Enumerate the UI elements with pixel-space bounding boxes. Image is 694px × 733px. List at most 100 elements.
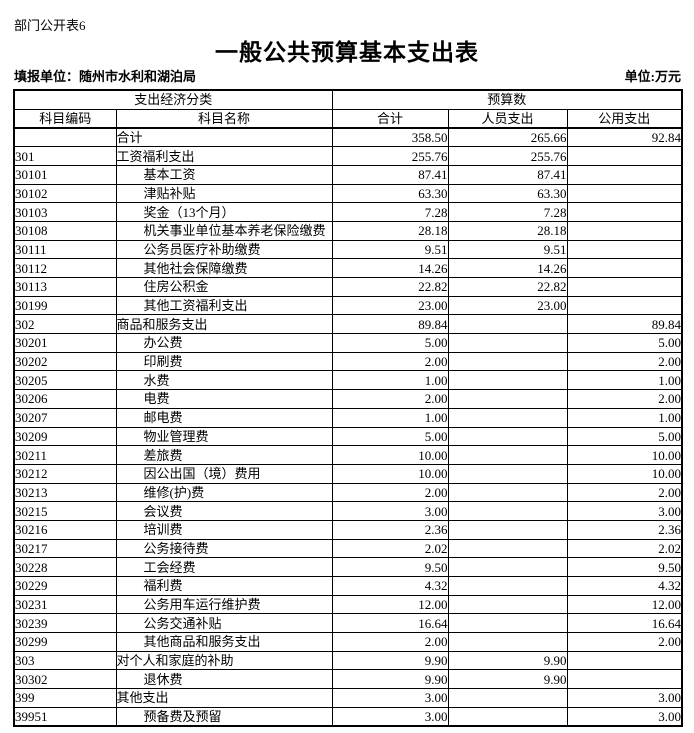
total-cell: 89.84 <box>331 314 449 335</box>
code-cell: 30206 <box>13 389 117 409</box>
header-budget-group: 预算数 <box>331 89 683 110</box>
total-cell: 2.00 <box>331 632 449 652</box>
table-row: 合计 358.50 265.66 92.84 <box>13 127 683 148</box>
code-cell: 39951 <box>13 706 117 727</box>
name-cell: 公务接待费 <box>115 538 333 559</box>
name-cell: 因公出国（境）费用 <box>115 463 333 484</box>
name-cell: 津贴补贴 <box>115 183 333 204</box>
name-cell: 培训费 <box>115 519 333 540</box>
name-cell: 退休费 <box>115 669 333 690</box>
table-row: 302 商品和服务支出 89.84 89.84 <box>13 314 683 335</box>
total-cell: 5.00 <box>331 426 449 447</box>
personnel-cell <box>447 519 568 540</box>
total-cell: 2.00 <box>331 389 449 409</box>
total-cell: 10.00 <box>331 463 449 484</box>
table-header: 支出经济分类 预算数 科目编码 科目名称 合计 人员支出 公用支出 <box>13 89 683 129</box>
name-cell: 福利费 <box>115 576 333 596</box>
personnel-cell <box>447 370 568 391</box>
public-cell: 10.00 <box>566 445 683 465</box>
code-cell: 30113 <box>13 277 117 297</box>
table-row: 30239 公务交通补贴 16.64 16.64 <box>13 613 683 634</box>
header-public: 公用支出 <box>566 108 683 129</box>
code-cell: 302 <box>13 314 117 335</box>
code-cell: 399 <box>13 688 117 708</box>
public-cell <box>566 183 683 204</box>
name-cell: 住房公积金 <box>115 277 333 297</box>
code-cell: 30209 <box>13 426 117 447</box>
personnel-cell <box>447 688 568 708</box>
name-cell: 公务交通补贴 <box>115 613 333 634</box>
personnel-cell <box>447 482 568 503</box>
public-cell: 3.00 <box>566 706 683 727</box>
table-row: 30212 因公出国（境）费用 10.00 10.00 <box>13 463 683 484</box>
table-row: 30217 公务接待费 2.02 2.02 <box>13 538 683 559</box>
table-row: 30201 办公费 5.00 5.00 <box>13 333 683 353</box>
header-code: 科目编码 <box>13 108 117 129</box>
total-cell: 87.41 <box>331 164 449 185</box>
personnel-cell <box>447 594 568 615</box>
name-cell: 其他支出 <box>115 688 333 708</box>
table-row: 30207 邮电费 1.00 1.00 <box>13 407 683 428</box>
name-cell: 公务员医疗补助缴费 <box>115 239 333 260</box>
name-cell: 对个人和家庭的补助 <box>115 650 333 671</box>
public-cell: 1.00 <box>566 370 683 391</box>
personnel-cell <box>447 426 568 447</box>
personnel-cell <box>447 389 568 409</box>
public-cell: 12.00 <box>566 594 683 615</box>
personnel-cell: 265.66 <box>447 127 568 148</box>
table-row: 303 对个人和家庭的补助 9.90 9.90 <box>13 650 683 671</box>
personnel-cell: 23.00 <box>447 295 568 316</box>
public-cell: 4.32 <box>566 576 683 596</box>
public-cell: 9.50 <box>566 557 683 577</box>
name-cell: 印刷费 <box>115 351 333 372</box>
name-cell: 办公费 <box>115 333 333 353</box>
code-cell: 30299 <box>13 632 117 652</box>
total-cell: 16.64 <box>331 613 449 634</box>
table-row: 30199 其他工资福利支出 23.00 23.00 <box>13 295 683 316</box>
public-cell: 2.00 <box>566 632 683 652</box>
personnel-cell <box>447 445 568 465</box>
public-cell: 1.00 <box>566 407 683 428</box>
public-cell: 92.84 <box>566 127 683 148</box>
table-row: 30202 印刷费 2.00 2.00 <box>13 351 683 372</box>
public-cell <box>566 650 683 671</box>
name-cell: 会议费 <box>115 501 333 521</box>
code-cell: 30111 <box>13 239 117 260</box>
personnel-cell: 28.18 <box>447 220 568 241</box>
total-cell: 3.00 <box>331 501 449 521</box>
public-cell <box>566 295 683 316</box>
code-cell: 30229 <box>13 576 117 596</box>
total-cell: 10.00 <box>331 445 449 465</box>
table-row: 30211 差旅费 10.00 10.00 <box>13 445 683 465</box>
code-cell: 30217 <box>13 538 117 559</box>
total-cell: 14.26 <box>331 258 449 278</box>
name-cell: 差旅费 <box>115 445 333 465</box>
personnel-cell <box>447 333 568 353</box>
money-unit-label: 单位:万元 <box>624 69 681 84</box>
header-total: 合计 <box>331 108 449 129</box>
public-cell <box>566 258 683 278</box>
total-cell: 4.32 <box>331 576 449 596</box>
name-cell: 电费 <box>115 389 333 409</box>
personnel-cell <box>447 463 568 484</box>
code-cell: 30103 <box>13 202 117 222</box>
total-cell: 63.30 <box>331 183 449 204</box>
table-row: 30299 其他商品和服务支出 2.00 2.00 <box>13 632 683 652</box>
code-cell: 303 <box>13 650 117 671</box>
total-cell: 22.82 <box>331 277 449 297</box>
personnel-cell: 63.30 <box>447 183 568 204</box>
total-cell: 3.00 <box>331 706 449 727</box>
name-cell: 工资福利支出 <box>115 146 333 166</box>
total-cell: 12.00 <box>331 594 449 615</box>
header-classification-group: 支出经济分类 <box>13 89 333 110</box>
name-cell: 维修(护)费 <box>115 482 333 503</box>
name-cell: 奖金（13个月） <box>115 202 333 222</box>
public-cell: 16.64 <box>566 613 683 634</box>
table-row: 30215 会议费 3.00 3.00 <box>13 501 683 521</box>
public-cell: 3.00 <box>566 501 683 521</box>
code-cell: 30239 <box>13 613 117 634</box>
personnel-cell <box>447 557 568 577</box>
code-cell: 30228 <box>13 557 117 577</box>
total-cell: 3.00 <box>331 688 449 708</box>
name-cell: 机关事业单位基本养老保险缴费 <box>115 220 333 241</box>
